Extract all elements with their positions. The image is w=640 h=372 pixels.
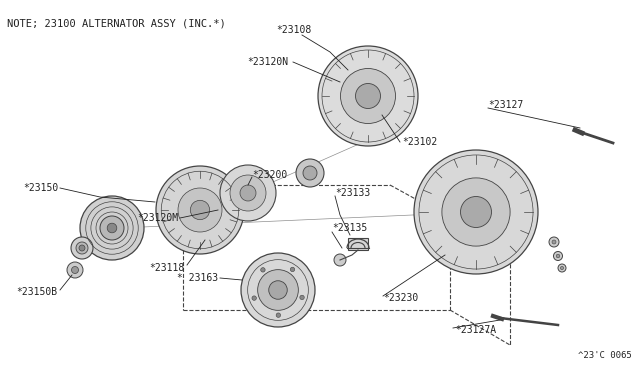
Circle shape xyxy=(252,296,257,300)
Circle shape xyxy=(296,159,324,187)
Text: *23230: *23230 xyxy=(383,293,419,303)
Text: *23150B: *23150B xyxy=(16,287,57,297)
Circle shape xyxy=(258,270,298,310)
Circle shape xyxy=(355,83,381,109)
Circle shape xyxy=(552,240,556,244)
Text: *23127: *23127 xyxy=(488,100,524,110)
Circle shape xyxy=(230,175,266,211)
Text: *23150: *23150 xyxy=(23,183,58,193)
Text: *23120N: *23120N xyxy=(248,57,289,67)
Circle shape xyxy=(549,237,559,247)
Circle shape xyxy=(79,245,85,251)
Circle shape xyxy=(108,223,117,233)
Text: *23120M: *23120M xyxy=(137,213,178,223)
Text: *23108: *23108 xyxy=(276,25,312,35)
Circle shape xyxy=(554,251,563,260)
Circle shape xyxy=(561,266,564,270)
Circle shape xyxy=(178,188,222,232)
Circle shape xyxy=(76,242,88,254)
Circle shape xyxy=(461,196,492,228)
Circle shape xyxy=(156,166,244,254)
Circle shape xyxy=(318,46,418,146)
Circle shape xyxy=(291,267,294,272)
Circle shape xyxy=(80,196,144,260)
Circle shape xyxy=(334,254,346,266)
Circle shape xyxy=(100,216,124,240)
Circle shape xyxy=(269,281,287,299)
Circle shape xyxy=(300,295,304,300)
Circle shape xyxy=(303,166,317,180)
Text: *23127A: *23127A xyxy=(455,325,496,335)
Text: ^23'C 0065: ^23'C 0065 xyxy=(579,351,632,360)
Circle shape xyxy=(71,237,93,259)
Circle shape xyxy=(220,165,276,221)
Text: *23200: *23200 xyxy=(252,170,287,180)
Circle shape xyxy=(190,200,210,220)
Circle shape xyxy=(260,267,265,272)
Text: NOTE; 23100 ALTERNATOR ASSY (INC.*): NOTE; 23100 ALTERNATOR ASSY (INC.*) xyxy=(7,18,226,28)
Circle shape xyxy=(276,313,280,317)
Text: *23118: *23118 xyxy=(150,263,185,273)
Circle shape xyxy=(72,266,79,273)
Text: *23135: *23135 xyxy=(332,223,367,233)
Text: * 23163: * 23163 xyxy=(177,273,218,283)
Circle shape xyxy=(556,254,560,258)
Text: *23102: *23102 xyxy=(402,137,437,147)
Text: *23133: *23133 xyxy=(335,188,371,198)
Circle shape xyxy=(241,253,315,327)
Circle shape xyxy=(67,262,83,278)
Circle shape xyxy=(340,68,396,124)
Circle shape xyxy=(558,264,566,272)
FancyBboxPatch shape xyxy=(348,238,368,250)
Circle shape xyxy=(442,178,510,246)
Circle shape xyxy=(414,150,538,274)
Circle shape xyxy=(240,185,256,201)
